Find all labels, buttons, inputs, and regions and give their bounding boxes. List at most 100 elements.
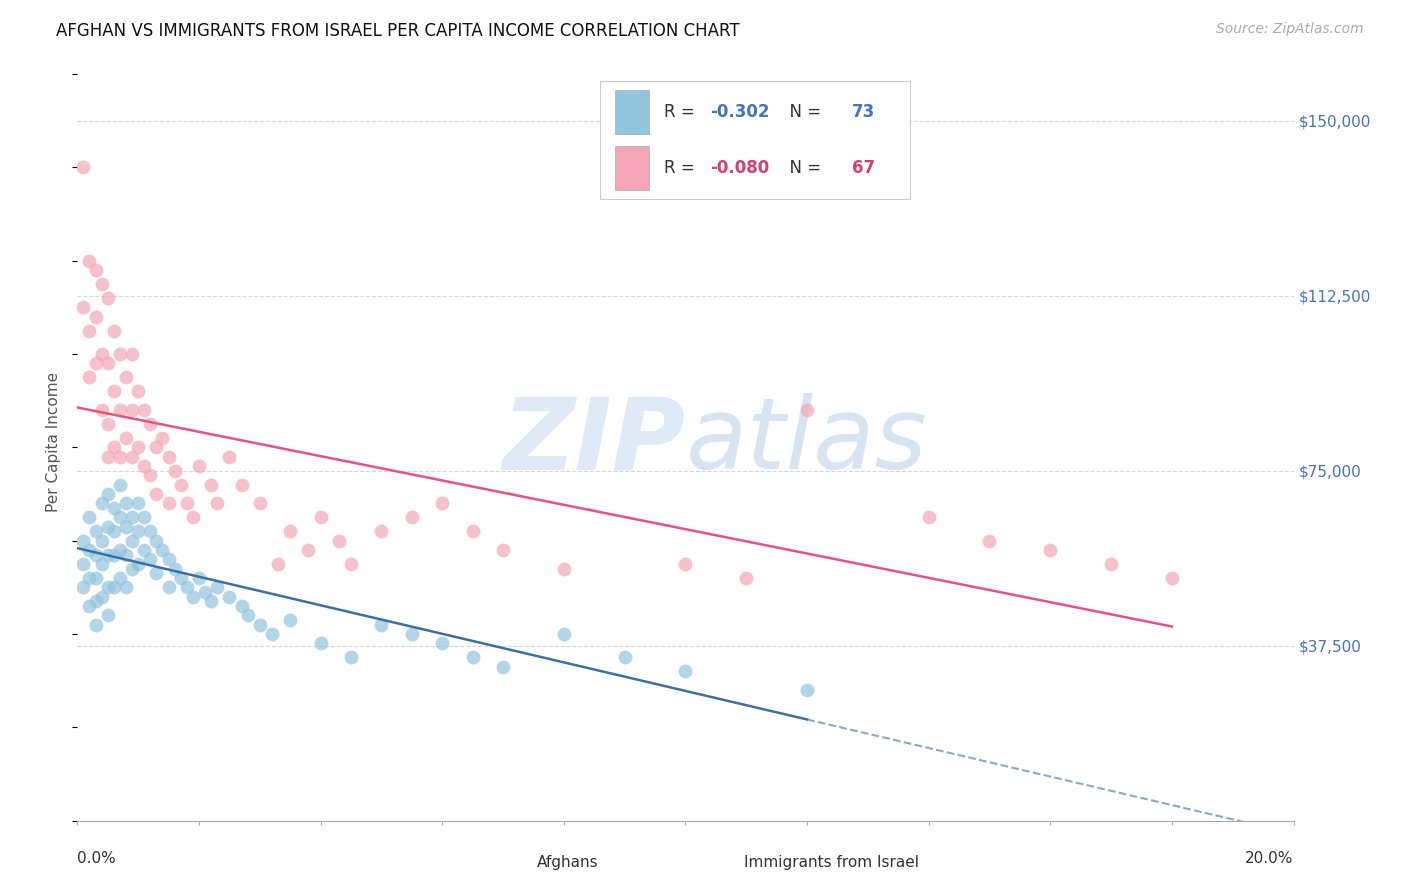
Point [163, 464, 186, 478]
Point [108, 403, 131, 417]
Text: 20.0%: 20.0% [1246, 851, 1294, 866]
Point [84, 356, 107, 370]
Point [84, 548, 107, 562]
Point [108, 450, 131, 464]
Point [134, 458, 156, 473]
Point [267, 557, 290, 571]
Point [72, 161, 94, 175]
Text: -0.302: -0.302 [710, 103, 769, 121]
Point [145, 487, 167, 501]
Point [139, 468, 162, 483]
Point [157, 450, 180, 464]
Point [340, 650, 363, 665]
Point [194, 585, 217, 599]
Point [134, 510, 156, 524]
Point [249, 496, 271, 510]
Point [108, 510, 131, 524]
Point [430, 496, 453, 510]
Text: Source: ZipAtlas.com: Source: ZipAtlas.com [1216, 22, 1364, 37]
Point [103, 324, 125, 338]
Point [79, 543, 101, 558]
Text: N =: N = [779, 159, 827, 177]
Point [139, 524, 162, 539]
Point [231, 599, 253, 613]
Point [735, 571, 758, 585]
FancyBboxPatch shape [614, 145, 650, 190]
Point [176, 580, 198, 594]
Point [492, 543, 515, 558]
Point [309, 636, 332, 650]
Point [115, 370, 138, 384]
Point [152, 431, 174, 445]
Point [103, 501, 125, 516]
Point [231, 477, 253, 491]
Point [188, 458, 211, 473]
Point [79, 599, 101, 613]
Point [115, 496, 138, 510]
Point [157, 496, 180, 510]
Point [176, 496, 198, 510]
Point [492, 659, 515, 673]
Point [340, 557, 363, 571]
Point [675, 557, 697, 571]
Point [401, 510, 423, 524]
Text: R =: R = [664, 103, 700, 121]
Point [121, 450, 143, 464]
Point [97, 519, 120, 533]
Point [115, 431, 138, 445]
Point [236, 608, 259, 623]
Text: 67: 67 [852, 159, 875, 177]
Point [127, 557, 149, 571]
Point [72, 580, 94, 594]
Point [79, 324, 101, 338]
Point [121, 347, 143, 361]
Point [157, 552, 180, 566]
Text: Immigrants from Israel: Immigrants from Israel [744, 855, 918, 870]
Y-axis label: Per Capita Income: Per Capita Income [46, 371, 62, 512]
FancyBboxPatch shape [710, 848, 737, 876]
Point [121, 403, 143, 417]
Point [139, 552, 162, 566]
Point [200, 477, 222, 491]
Point [134, 403, 156, 417]
Text: N =: N = [779, 103, 827, 121]
Point [553, 627, 575, 641]
Point [115, 580, 138, 594]
Text: -0.080: -0.080 [710, 159, 769, 177]
Point [90, 533, 112, 548]
Point [108, 477, 131, 491]
Point [1161, 571, 1184, 585]
Point [170, 571, 193, 585]
Point [328, 533, 350, 548]
Text: 73: 73 [852, 103, 876, 121]
Point [90, 590, 112, 604]
Point [97, 356, 120, 370]
Point [157, 580, 180, 594]
Point [121, 562, 143, 576]
Point [90, 347, 112, 361]
Point [139, 417, 162, 431]
Point [127, 496, 149, 510]
Point [145, 533, 167, 548]
Point [796, 403, 818, 417]
Point [108, 571, 131, 585]
Point [370, 617, 392, 632]
Point [181, 510, 204, 524]
Point [200, 594, 222, 608]
Point [97, 417, 120, 431]
Text: ZIP: ZIP [502, 393, 686, 490]
Point [108, 347, 131, 361]
Point [103, 524, 125, 539]
Point [97, 487, 120, 501]
Point [115, 519, 138, 533]
Point [97, 450, 120, 464]
Point [918, 510, 941, 524]
Point [72, 301, 94, 315]
Point [84, 263, 107, 277]
Point [218, 450, 240, 464]
Point [430, 636, 453, 650]
Point [675, 665, 697, 679]
Point [188, 571, 211, 585]
Point [90, 403, 112, 417]
Point [115, 548, 138, 562]
